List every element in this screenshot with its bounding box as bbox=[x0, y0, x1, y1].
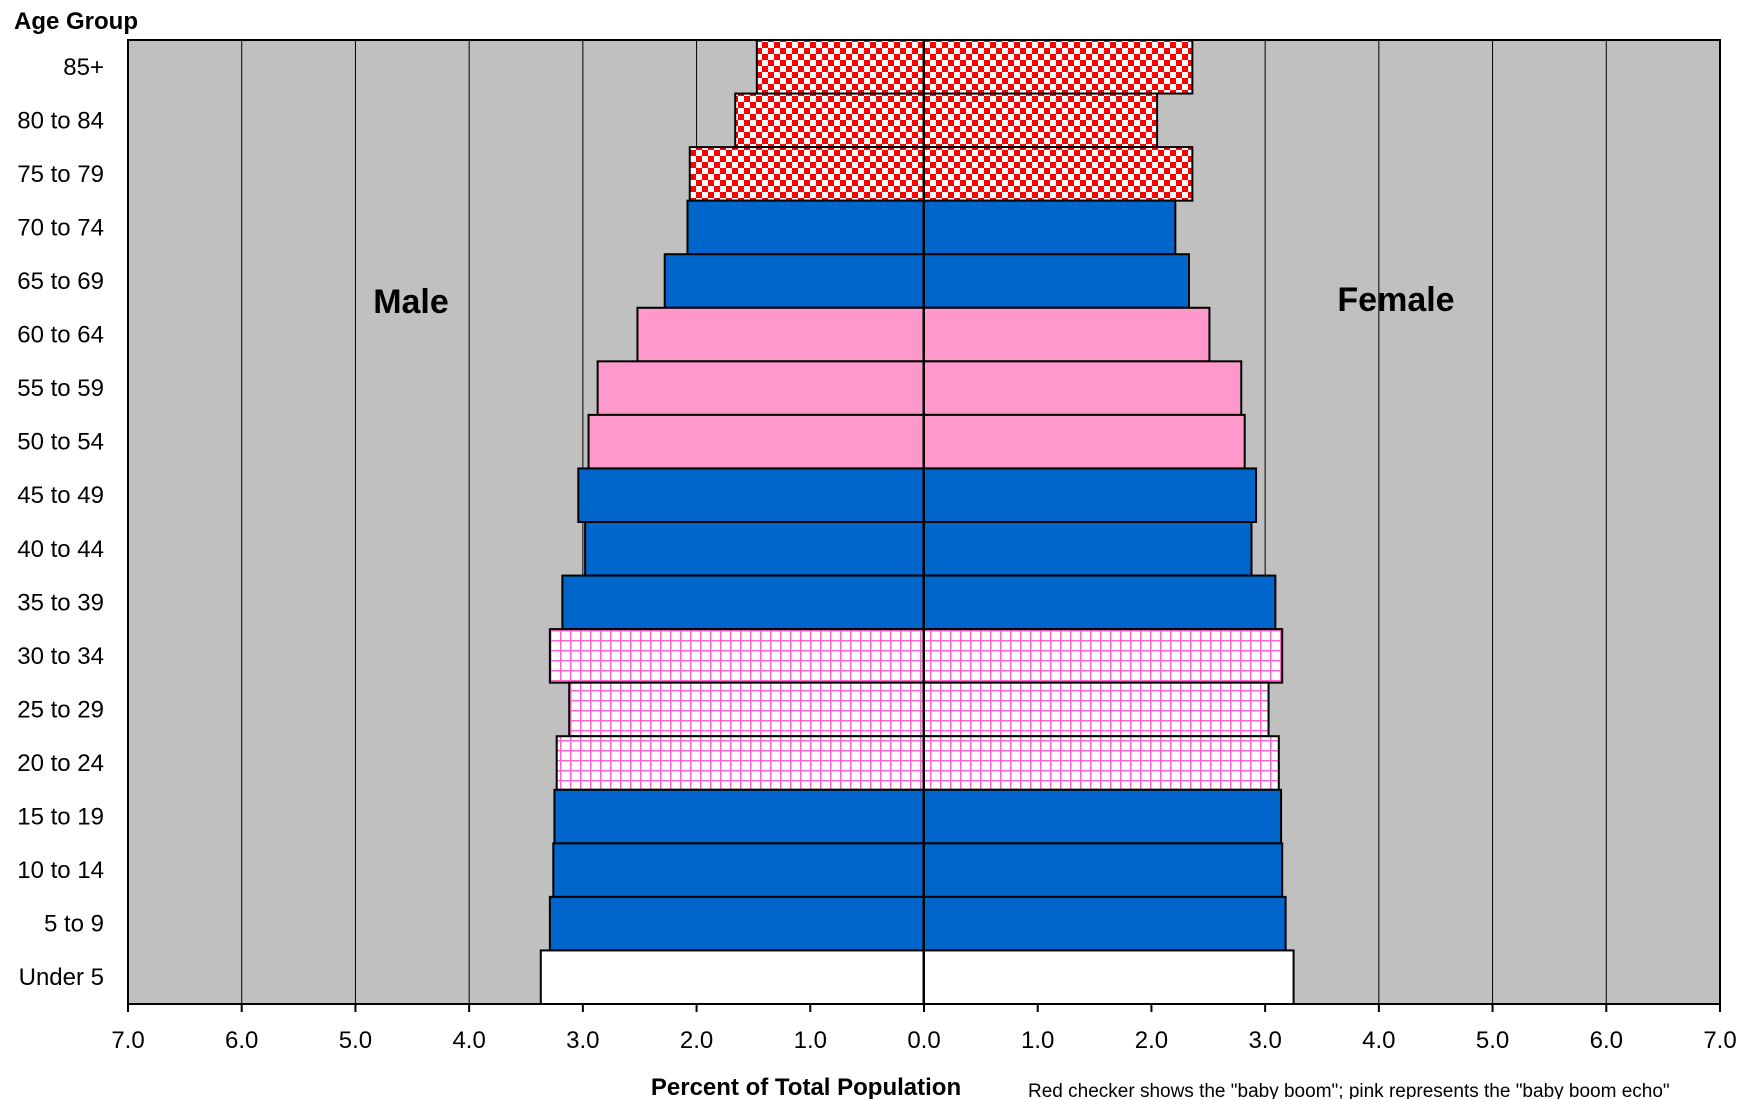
bar-female bbox=[923, 413, 1246, 470]
category-label: 5 to 9 bbox=[44, 911, 104, 938]
bar-female bbox=[923, 39, 1194, 95]
x-tick-label: 6.0 bbox=[225, 1027, 258, 1054]
x-tick-label: 1.0 bbox=[1021, 1027, 1054, 1054]
x-tick-label: 5.0 bbox=[1476, 1027, 1509, 1054]
bar-male bbox=[555, 735, 926, 791]
chart-note: Red checker shows the "baby boom"; pink … bbox=[1028, 1081, 1670, 1099]
bar-male bbox=[755, 39, 926, 95]
category-label: 45 to 49 bbox=[17, 482, 104, 509]
bar-male bbox=[596, 360, 925, 416]
category-label: 60 to 64 bbox=[17, 322, 104, 349]
bar-female bbox=[923, 146, 1194, 202]
category-label: 65 to 69 bbox=[17, 268, 104, 295]
x-tick-label: 6.0 bbox=[1590, 1027, 1623, 1054]
x-axis-title: Percent of Total Population bbox=[651, 1074, 961, 1099]
category-labels: 85+ 80 to 84 75 to 79 70 to 74 65 to 69 60 to… bbox=[17, 54, 104, 991]
bar-female bbox=[923, 521, 1253, 577]
x-tick-label: 4.0 bbox=[452, 1027, 485, 1054]
x-tick-label: 2.0 bbox=[1135, 1027, 1168, 1054]
category-label: 20 to 24 bbox=[17, 750, 104, 777]
bar-female bbox=[923, 199, 1177, 256]
x-tick-label: 7.0 bbox=[111, 1027, 144, 1054]
x-tick-label: 5.0 bbox=[339, 1027, 372, 1054]
category-label: 40 to 44 bbox=[17, 536, 104, 563]
x-tick-label: 1.0 bbox=[794, 1027, 827, 1054]
bar-male bbox=[584, 521, 925, 577]
bar-male bbox=[663, 253, 926, 309]
category-label: 30 to 34 bbox=[17, 643, 104, 670]
bar-male bbox=[636, 306, 925, 363]
bar-female bbox=[923, 253, 1190, 309]
bars-group bbox=[539, 39, 1295, 1006]
male-side-label: Male bbox=[373, 283, 449, 321]
x-tick-label: 3.0 bbox=[1248, 1027, 1281, 1054]
bar-male bbox=[561, 574, 925, 631]
category-label: 75 to 79 bbox=[17, 161, 104, 188]
category-label: 85+ bbox=[63, 54, 104, 81]
bar-male bbox=[686, 199, 926, 256]
bar-female bbox=[923, 92, 1159, 149]
bar-female bbox=[923, 574, 1277, 631]
bar-male bbox=[568, 681, 925, 738]
bar-male bbox=[553, 788, 926, 845]
category-label: 15 to 19 bbox=[17, 804, 104, 831]
category-label: 80 to 84 bbox=[17, 107, 104, 134]
category-label: 35 to 39 bbox=[17, 589, 104, 616]
category-label: 55 to 59 bbox=[17, 375, 104, 402]
bar-male bbox=[587, 413, 925, 470]
bar-female bbox=[923, 306, 1211, 363]
bar-female bbox=[923, 467, 1258, 524]
x-tick-label: 3.0 bbox=[566, 1027, 599, 1054]
category-label: 50 to 54 bbox=[17, 429, 104, 456]
bar-male bbox=[548, 628, 925, 684]
x-tick-label: 2.0 bbox=[680, 1027, 713, 1054]
x-tick-label: 0.0 bbox=[907, 1027, 940, 1054]
bar-male bbox=[577, 467, 926, 524]
y-axis-title: Age Group bbox=[14, 8, 138, 35]
bar-female bbox=[923, 788, 1283, 845]
bar-female bbox=[923, 949, 1295, 1006]
x-tick-label: 7.0 bbox=[1703, 1027, 1736, 1054]
bar-male bbox=[734, 92, 926, 149]
category-label: 70 to 74 bbox=[17, 214, 104, 241]
x-axis-ticks: 7.0 6.0 5.0 4.0 3.0 2.0 1.0 0.0 1.0 2.0 3.0 4.0 5.0 6… bbox=[111, 1004, 1737, 1054]
bar-female bbox=[923, 895, 1287, 952]
bar-male bbox=[688, 146, 926, 202]
bar-female bbox=[923, 360, 1243, 416]
female-side-label: Female bbox=[1337, 281, 1454, 319]
x-tick-label: 4.0 bbox=[1362, 1027, 1395, 1054]
bar-female bbox=[923, 735, 1280, 791]
bar-female bbox=[923, 681, 1270, 738]
bar-male bbox=[539, 949, 925, 1006]
bar-female bbox=[923, 842, 1284, 898]
bar-male bbox=[548, 895, 925, 952]
bar-male bbox=[552, 842, 925, 898]
category-label: 10 to 14 bbox=[17, 857, 104, 884]
category-label: 25 to 29 bbox=[17, 696, 104, 723]
category-label: Under 5 bbox=[19, 964, 104, 991]
bar-female bbox=[923, 628, 1284, 684]
